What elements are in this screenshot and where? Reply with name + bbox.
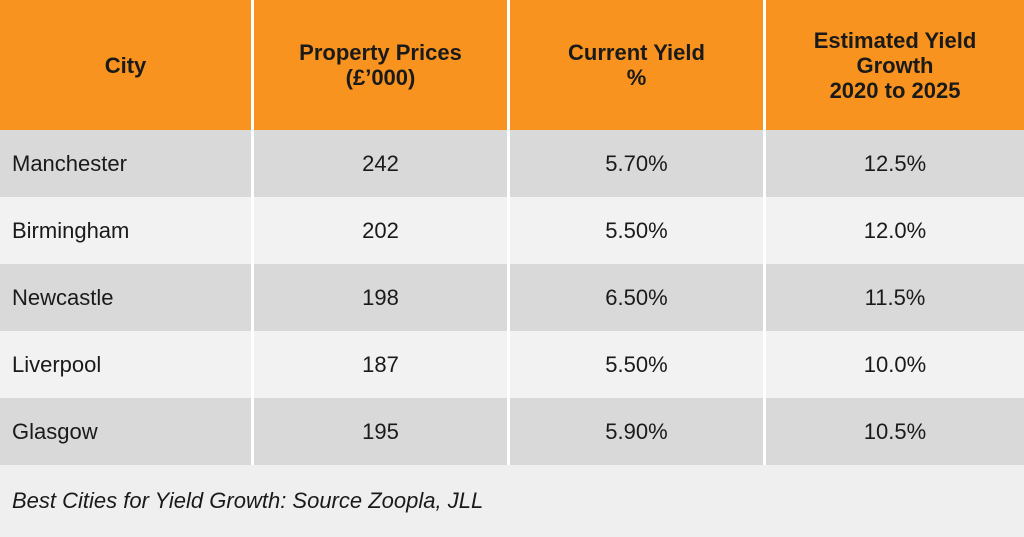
current-yield-cell: 6.50% (510, 264, 766, 331)
yield-growth-cell: 10.5% (766, 398, 1024, 465)
header-line: 2020 to 2025 (829, 77, 961, 103)
header-line: % (626, 65, 647, 90)
city-cell: Liverpool (0, 331, 254, 398)
current-yield-cell: 5.50% (510, 331, 766, 398)
header-current-yield: Current Yield% (510, 0, 766, 130)
table-row: Birmingham 202 5.50% 12.0% (0, 197, 1024, 264)
price-cell: 198 (254, 264, 510, 331)
price-cell: 187 (254, 331, 510, 398)
header-line: Property Prices (299, 40, 462, 65)
city-cell: Birmingham (0, 197, 254, 264)
city-cell: Newcastle (0, 264, 254, 331)
table-row: Glasgow 195 5.90% 10.5% (0, 398, 1024, 465)
current-yield-cell: 5.70% (510, 130, 766, 197)
yield-growth-cell: 11.5% (766, 264, 1024, 331)
header-property-prices: Property Prices (£’000) (254, 0, 510, 130)
price-cell: 202 (254, 197, 510, 264)
price-cell: 195 (254, 398, 510, 465)
table-header: City Property Prices (£’000) Current Yiel… (0, 0, 1024, 130)
city-cell: Glasgow (0, 398, 254, 465)
header-line: Current Yield (568, 40, 705, 65)
current-yield-cell: 5.90% (510, 398, 766, 465)
table-row: Liverpool 187 5.50% 10.0% (0, 331, 1024, 398)
header-city: City (0, 0, 254, 130)
header-estimated-yield-growth: Estimated Yield Growth 2020 to 2025 (766, 0, 1024, 130)
header-line: City (104, 52, 147, 78)
current-yield-cell: 5.50% (510, 197, 766, 264)
header-row: City Property Prices (£’000) Current Yiel… (0, 0, 1024, 130)
yield-growth-cell: 12.5% (766, 130, 1024, 197)
header-line: (£’000) (345, 65, 416, 90)
table-body: Manchester 242 5.70% 12.5% Birmingham 202 5.50… (0, 130, 1024, 465)
yield-table: City Property Prices (£’000) Current Yiel… (0, 0, 1024, 465)
header-line: Growth (856, 52, 934, 78)
city-cell: Manchester (0, 130, 254, 197)
table-row: Manchester 242 5.70% 12.5% (0, 130, 1024, 197)
header-line: Estimated Yield (813, 27, 977, 53)
table-footnote: Best Cities for Yield Growth: Source Zoo… (0, 465, 1024, 537)
price-cell: 242 (254, 130, 510, 197)
table-row: Newcastle 198 6.50% 11.5% (0, 264, 1024, 331)
yield-growth-cell: 10.0% (766, 331, 1024, 398)
yield-growth-cell: 12.0% (766, 197, 1024, 264)
